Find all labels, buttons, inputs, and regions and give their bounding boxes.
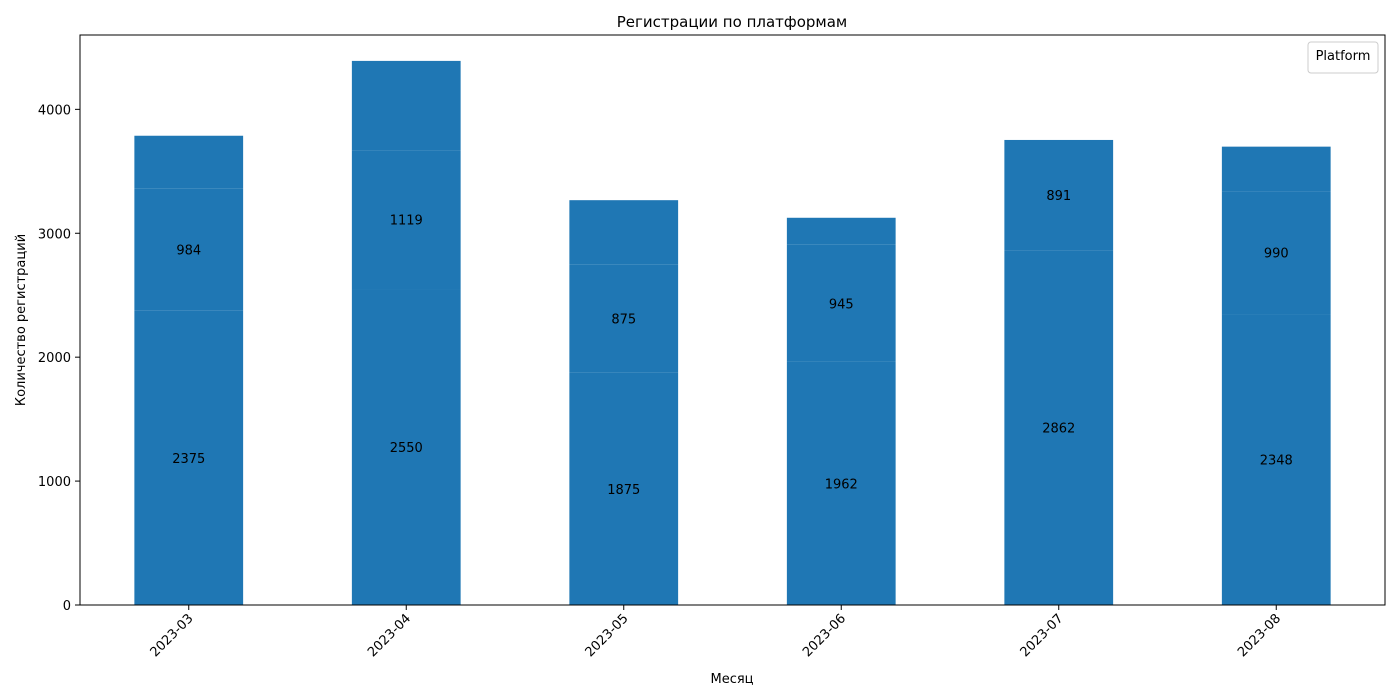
bars-group	[134, 60, 1331, 605]
bar-segment	[134, 135, 244, 189]
bar-segment	[1004, 139, 1114, 251]
y-tick-label: 2000	[38, 351, 71, 366]
bar-label: 945	[829, 297, 854, 312]
chart-title: Регистрации по платформам	[617, 13, 848, 31]
x-tick-label: 2023-06	[800, 611, 849, 660]
legend-box	[1307, 41, 1379, 74]
bar-label: 2862	[1042, 422, 1075, 437]
bar-segment	[134, 188, 244, 311]
bar-segment	[1221, 314, 1331, 605]
bar-label: 990	[1264, 247, 1289, 262]
x-axis: 2023-03 2023-04 2023-05 2023-06 2023-07 2023-…	[148, 605, 1284, 660]
plot-frame	[79, 34, 1386, 606]
y-tick-label: 0	[63, 599, 71, 614]
y-tick-label: 4000	[38, 103, 71, 118]
bar-label: 2375	[172, 452, 205, 467]
x-tick-label: 2023-08	[1235, 611, 1284, 660]
x-tick-label: 2023-05	[583, 611, 632, 660]
x-axis-label: Месяц	[710, 672, 753, 687]
legend-title: Platform	[1316, 49, 1371, 64]
bar-labels-group: 2375 984 2550 1119 1875 875 1962 945 2862 891 2348…	[172, 189, 1293, 498]
y-tick-label: 3000	[38, 227, 71, 242]
bar-label: 2348	[1260, 454, 1293, 469]
bar-segment	[134, 310, 244, 605]
bar-segment	[569, 372, 679, 605]
bar-label: 875	[611, 312, 636, 327]
bar-label: 1119	[390, 214, 423, 229]
bar-label: 891	[1046, 189, 1071, 204]
x-tick-label: 2023-04	[365, 611, 414, 660]
bar-segment	[1221, 146, 1331, 192]
bar-label: 2550	[390, 441, 423, 456]
bar-segment	[1221, 191, 1331, 315]
x-tick-label: 2023-07	[1018, 611, 1067, 660]
bar-segment	[1004, 250, 1114, 605]
bar-segment	[569, 200, 679, 265]
bar-segment	[351, 60, 461, 151]
x-tick-label: 2023-03	[148, 611, 197, 660]
bar-segment	[351, 289, 461, 605]
bar-label: 1875	[607, 483, 640, 498]
y-axis-label: Количество регистраций	[14, 234, 29, 406]
bar-segment	[569, 264, 679, 373]
y-tick-label: 1000	[38, 475, 71, 490]
bar-segment	[786, 217, 896, 245]
y-axis: 0 1000 2000 3000 4000	[38, 103, 80, 614]
bar-label: 1962	[825, 477, 858, 492]
bar-label: 984	[176, 244, 201, 259]
legend: Platform	[1307, 41, 1379, 74]
bar-segment	[786, 244, 896, 362]
bar-segment	[351, 150, 461, 290]
bar-segment	[786, 361, 896, 605]
